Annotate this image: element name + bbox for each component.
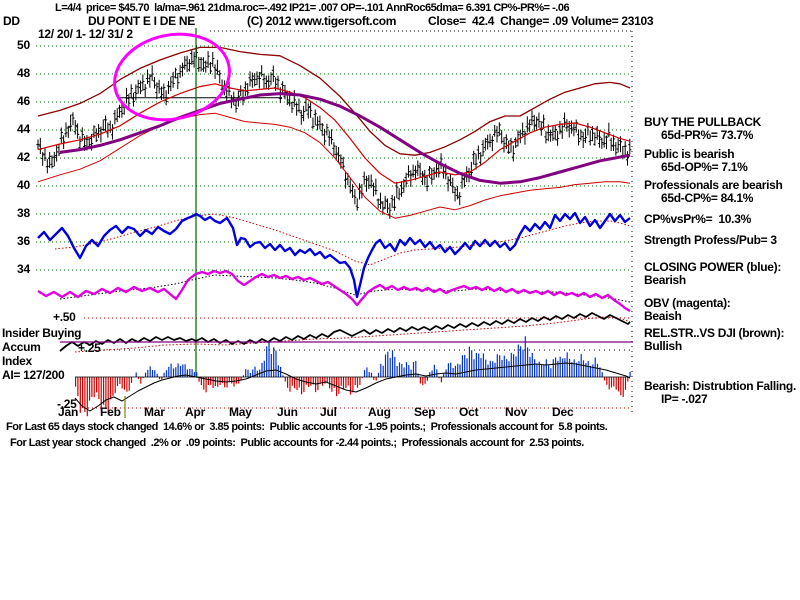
y-axis-label: 42 bbox=[17, 150, 30, 164]
x-axis-month-label: Aug bbox=[368, 405, 391, 419]
summary-line-year: For Last year stock changed .2% or .09 p… bbox=[10, 437, 584, 449]
analysis-panel-line: Bearish bbox=[644, 273, 686, 287]
symbol-name: DU PONT E I DE NE bbox=[88, 14, 195, 28]
analysis-panel-line: 65d-OP%= 7.1% bbox=[661, 160, 748, 174]
insider-scale-plus25: +.25 bbox=[78, 341, 101, 355]
y-axis-label: 40 bbox=[17, 178, 30, 192]
insider-scale-gridlines bbox=[84, 317, 630, 409]
x-axis-month-label: Jul bbox=[320, 405, 337, 419]
analysis-panel-line: Strength Profess/Pub= 3 bbox=[644, 233, 777, 247]
ai-value-label: AI= 127/200 bbox=[2, 368, 65, 382]
accumulation-histogram bbox=[75, 336, 631, 417]
analysis-panel-line: REL.STR..VS DJI (brown): bbox=[644, 326, 785, 340]
x-axis-month-label: Jun bbox=[277, 405, 298, 419]
analysis-panel-line: IP= -.027 bbox=[661, 392, 708, 406]
analysis-panel-line: CP%vsPr%= 10.3% bbox=[644, 212, 751, 226]
y-axis-label: 46 bbox=[17, 94, 30, 108]
x-axis-month-label: Apr bbox=[185, 405, 206, 419]
accum-label: Accum bbox=[2, 340, 41, 354]
closing-power-line bbox=[37, 211, 631, 299]
x-axis-month-label: Oct bbox=[459, 405, 479, 419]
x-axis-month-label: Nov bbox=[505, 405, 528, 419]
rel-str-ma bbox=[74, 316, 631, 353]
ohlc-bars bbox=[36, 45, 632, 219]
closing-power-ma bbox=[54, 213, 631, 266]
rel-str-line bbox=[59, 312, 631, 352]
ai-moving-average bbox=[74, 362, 631, 412]
x-axis-month-label: Jan bbox=[58, 405, 79, 419]
index-label: Index bbox=[2, 354, 32, 368]
analysis-panel-line: Public is bearish bbox=[644, 147, 735, 161]
event-vline bbox=[124, 28, 197, 418]
summary-line-65days: For Last 65 days stock changed 14.6% or … bbox=[6, 421, 608, 433]
y-axis-title: DD bbox=[3, 14, 20, 28]
date-range-label: 12/ 20/ 1- 12/ 31/ 2 bbox=[38, 27, 133, 41]
y-axis-label: 34 bbox=[17, 262, 30, 276]
header-stats-line: L=4/4 price= $45.70 la/ma=.961 21dma.roc… bbox=[55, 2, 570, 14]
x-axis-month-label: Dec bbox=[552, 405, 574, 419]
insider-scale-plus50: +.50 bbox=[53, 310, 76, 324]
obv-ma bbox=[59, 274, 631, 303]
y-axis-label: 36 bbox=[17, 234, 30, 248]
analysis-panel-line: 65d-PR%= 73.7% bbox=[661, 128, 754, 142]
ma-65day bbox=[59, 92, 631, 185]
copyright-label: (C) 2012 www.tigersoft.com bbox=[247, 14, 397, 28]
analysis-panel-line: OBV (magenta): bbox=[644, 296, 731, 310]
annotation-ellipse[interactable] bbox=[107, 24, 238, 130]
insider-scale-minus25: -.25 bbox=[57, 397, 77, 411]
analysis-panel-line: BUY THE PULLBACK bbox=[644, 115, 761, 129]
analysis-panel-line: Bearish: Distrubtion Falling. bbox=[644, 379, 796, 393]
analysis-panel-line: Professionals are bearish bbox=[644, 178, 783, 192]
y-axis-label: 48 bbox=[17, 66, 30, 80]
obv-line bbox=[37, 269, 631, 313]
y-axis-label: 44 bbox=[17, 122, 30, 136]
analysis-panel-line: CLOSING POWER (blue): bbox=[644, 260, 782, 274]
x-axis-month-label: Mar bbox=[144, 405, 165, 419]
y-axis-label: 50 bbox=[17, 38, 30, 52]
x-axis-month-label: Feb bbox=[100, 405, 121, 419]
price-gridlines bbox=[36, 30, 633, 415]
analysis-panel-line: 65d-CP%= 84.1% bbox=[661, 191, 754, 205]
insider-buying-label: Insider Buying bbox=[2, 326, 82, 340]
x-axis-month-label: Sep bbox=[414, 405, 436, 419]
quote-line: Close= 42.4 Change= .09 Volume= 23103 bbox=[428, 14, 654, 28]
x-axis-month-label: May bbox=[229, 405, 252, 419]
analysis-panel-line: Bullish bbox=[644, 339, 682, 353]
y-axis-label: 38 bbox=[17, 206, 30, 220]
analysis-panel-line: Beaish bbox=[644, 309, 682, 323]
